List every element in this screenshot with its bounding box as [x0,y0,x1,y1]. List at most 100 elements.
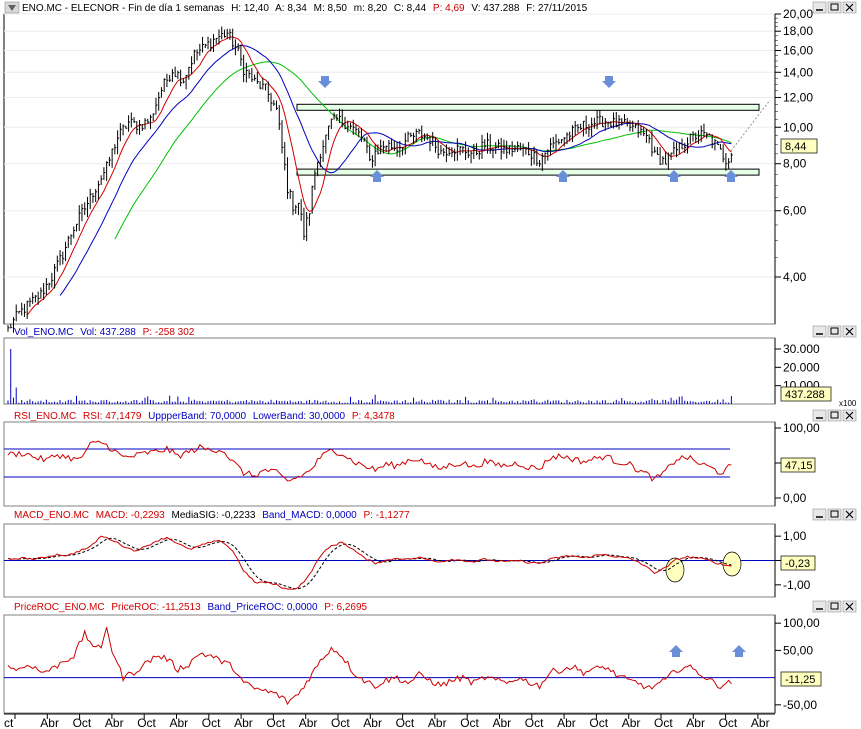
roc-tick-label: 50,00 [783,643,813,657]
price-header: ENO.MC - ELECNOR - Fin de día 1 semanas … [4,1,588,14]
macd-circle-marker [722,551,742,577]
time-tick-label: Abr [686,716,705,729]
price-tick-label: 6,00 [783,204,807,218]
macd-close-button[interactable] [842,508,857,521]
macd-line [7,535,732,590]
close-button[interactable] [842,1,857,14]
macd-signal-path [7,537,732,590]
price-tick-label: 14,00 [783,65,813,79]
macd-maximize-button[interactable] [827,508,842,521]
channel-upper-band [296,103,760,111]
rsi-header-name: RSI_ENO.MC [14,411,76,422]
price-panel: 20,00 18,00 16,00 14,00 12,00 10,00 8,00 6,00 4,… [3,1,857,333]
rsi-last-value: 47,15 [785,460,813,472]
time-axis: ct Abr Oct Abr Oct Abr Oct Abr Oct Abr Oct Abr Oct Ab… [4,713,775,729]
minimize-button[interactable] [812,1,827,14]
volume-close-button[interactable] [842,325,857,338]
time-tick-label: Abr [493,716,512,729]
roc-arrows [669,645,746,657]
price-tick-label: 20,00 [783,7,813,21]
arrow-up-icon [724,170,738,182]
macd-header-value: MACD: -0,2293 [96,510,165,521]
rsi-maximize-button[interactable] [827,409,842,422]
volume-maximize-button[interactable] [827,325,842,338]
time-tick-label: Abr [622,716,641,729]
roc-axis: 100,00 50,00 -50,00 [774,615,820,713]
volume-header-value: Vol: 437.288 [80,327,136,338]
rsi-tick-label: 0,00 [783,491,807,505]
price-header-mid: M: 8,50 [314,3,348,14]
price-header-open: A: 8,34 [275,3,307,14]
arrow-up-icon [667,170,681,182]
volume-window-buttons [812,325,857,338]
price-header-title: ENO.MC - ELECNOR - Fin de día 1 semanas [22,3,224,14]
volume-multiplier: x100 [839,399,857,408]
macd-last-label: -0,23 [780,555,816,571]
time-tick-label: Abr [557,716,576,729]
time-tick-label: Abr [105,716,124,729]
arrow-up-icon [370,170,384,182]
macd-minimize-button[interactable] [812,508,827,521]
roc-tick-label: -50,00 [783,698,817,712]
svg-text:Vol_ENO.MC Vol: 437.28: Vol_ENO.MC Vol: 437.288 P: -258 302 [14,327,195,338]
svg-text:RSI_ENO.MC RSI: 47,147: RSI_ENO.MC RSI: 47,1479 UppperBand: 70,0… [14,411,395,422]
macd-header-signal: MediaSIG: -0,2233 [172,510,256,521]
rsi-minimize-button[interactable] [812,409,827,422]
macd-tick-label: -1,00 [783,578,811,592]
macd-header-change: P: -1,1277 [364,510,411,521]
macd-tick-label: 1,00 [783,529,807,543]
rsi-close-button[interactable] [842,409,857,422]
maximize-button[interactable] [827,1,842,14]
ma-long-line [114,61,732,240]
time-tick-label: Abr [428,716,447,729]
time-tick-label: Abr [234,716,253,729]
roc-header-change: P: 6,2695 [324,602,367,613]
roc-close-button[interactable] [842,600,857,613]
roc-minimize-button[interactable] [812,600,827,613]
rsi-last-label: 47,15 [780,457,816,473]
arrow-up-icon [732,645,746,657]
price-header-low: m: 8,20 [354,3,388,14]
arrow-down-icon [602,76,616,88]
macd-signal-line [7,537,732,590]
svg-text:PriceROC_ENO.MC PriceR: PriceROC_ENO.MC PriceROC: -11,2513 Band_… [14,602,368,613]
price-last-label: 8,44 [780,138,818,154]
price-header-volume: V: 437.288 [471,3,519,14]
macd-panel: 1,000,00-1,00 MACD_ENO.MC MACD: -0,2293 … [3,508,857,598]
volume-minimize-button[interactable] [812,325,827,338]
volume-header-name: Vol_ENO.MC [14,327,73,338]
volume-plot-area [3,337,776,405]
time-tick-label: Oct [719,716,738,729]
arrow-up-icon [669,645,683,657]
price-tick-label: 12,00 [783,90,813,104]
channel-lower-band [296,168,760,176]
time-tick-label: Oct [331,716,350,729]
price-axis: 20,00 18,00 16,00 14,00 12,00 10,00 8,00 6,00 4,… [774,7,813,324]
roc-path [7,627,732,706]
macd-header-band: Band_MACD: 0,0000 [262,510,357,521]
price-tick-label: 18,00 [783,24,813,38]
price-last-value: 8,44 [785,141,806,153]
price-header-date: F: 27/11/2015 [526,3,587,14]
time-tick-label: Oct [589,716,608,729]
arrow-down-icon [318,76,332,88]
roc-maximize-button[interactable] [827,600,842,613]
roc-header-name: PriceROC_ENO.MC [14,602,105,613]
svg-text:ENO.MC - ELECNOR - Fin de día: ENO.MC - ELECNOR - Fin de día 1 semanas … [22,3,588,14]
macd-path [7,535,732,590]
rsi-line [7,440,732,482]
price-tick-label: 10,00 [783,120,813,134]
time-tick-label: Oct [202,716,221,729]
rsi-tick-label: 100,00 [783,421,820,435]
time-tick-label: ct [4,716,14,729]
rsi-header-change: P: 4,3478 [352,411,395,422]
time-tick-label: Abr [751,716,770,729]
price-arrows [318,76,738,182]
price-bars [7,26,733,333]
volume-last-value: 437.288 [785,389,825,401]
roc-last-value: -11,25 [785,674,815,686]
volume-tick-label: 20.000 [783,360,820,374]
